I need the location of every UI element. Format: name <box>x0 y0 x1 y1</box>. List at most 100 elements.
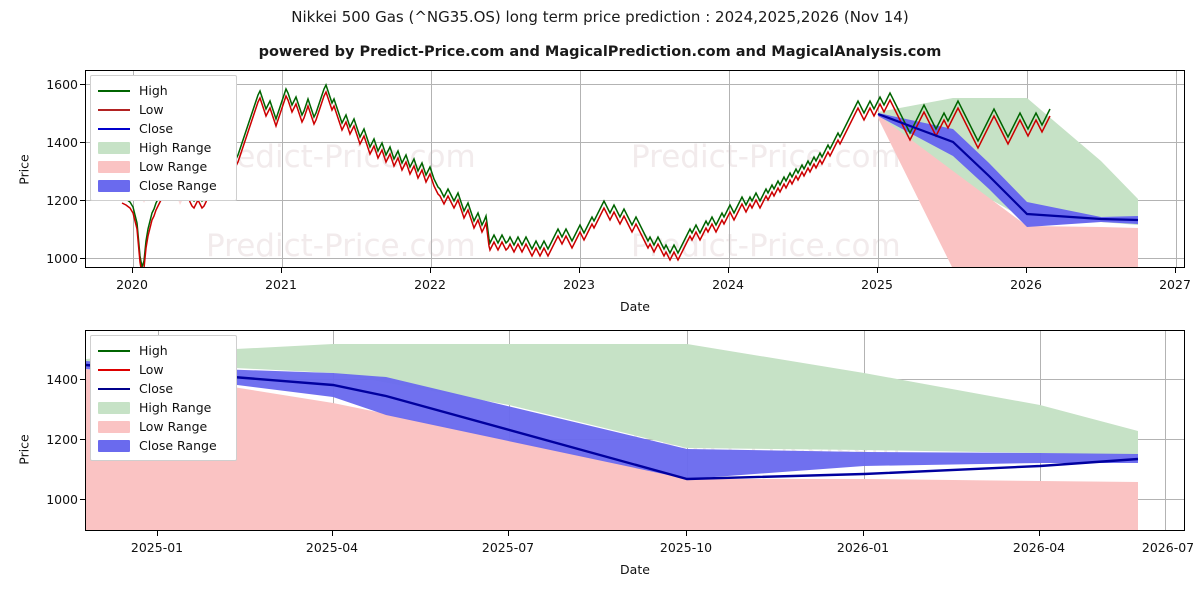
top-x-tickmark <box>877 268 878 273</box>
legend-label: Close <box>139 381 174 396</box>
legend-label: High Range <box>139 400 212 415</box>
high-line-swatch <box>97 344 131 358</box>
top-y-tickmark <box>80 141 85 143</box>
watermark-text: Predict-Price.com <box>631 139 901 175</box>
high-line-swatch <box>97 84 131 98</box>
bottom-x-tick: 2025-01 <box>130 540 184 555</box>
low-line-swatch <box>97 103 131 117</box>
bottom-x-tick: 2025-10 <box>659 540 713 555</box>
bottom-y-tickmark <box>80 498 85 500</box>
legend-item-close[interactable]: Close <box>97 379 228 398</box>
low-series <box>121 90 1051 267</box>
top-y-tickmark <box>80 199 85 201</box>
top-y-axis-label: Price <box>16 154 32 185</box>
top-x-tickmark <box>132 268 133 273</box>
high-range-swatch <box>97 401 131 415</box>
legend-item-high-range[interactable]: High Range <box>97 398 228 417</box>
top-x-tickmark <box>430 268 431 273</box>
top-x-tick: 2025 <box>861 277 893 292</box>
legend-label: Low Range <box>139 159 208 174</box>
legend-item-high-range[interactable]: High Range <box>97 138 228 157</box>
top-y-tickmark <box>80 83 85 85</box>
legend-label: Low <box>139 102 164 117</box>
bottom-x-tickmark <box>686 531 687 536</box>
high-range-band <box>86 344 1138 455</box>
bottom-x-tick: 2025-07 <box>481 540 535 555</box>
top-x-tick: 2027 <box>1159 277 1191 292</box>
low-range-swatch <box>97 160 131 174</box>
legend-item-low[interactable]: Low <box>97 360 228 379</box>
watermark-text: Predict-Price.com <box>206 139 476 175</box>
legend-label: Low Range <box>139 419 208 434</box>
low-range-swatch <box>97 420 131 434</box>
forecast-svg: Predict-Price.com Predict-Price.com <box>86 331 1184 530</box>
legend-item-close[interactable]: Close <box>97 119 228 138</box>
bottom-x-tick: 2026-04 <box>1012 540 1066 555</box>
bottom-y-tick: 1200 <box>46 432 78 447</box>
legend-item-low[interactable]: Low <box>97 100 228 119</box>
legend-label: High <box>139 83 168 98</box>
bottom-x-tick: 2026-07 <box>1141 540 1195 555</box>
top-x-tick: 2023 <box>563 277 595 292</box>
bottom-x-tickmark <box>1039 531 1040 536</box>
top-x-tick: 2020 <box>116 277 148 292</box>
legend-item-high[interactable]: High <box>97 81 228 100</box>
top-x-axis-label: Date <box>620 299 650 314</box>
bottom-x-tickmark <box>508 531 509 536</box>
top-x-tickmark <box>579 268 580 273</box>
legend-item-low-range[interactable]: Low Range <box>97 417 228 436</box>
legend-label: High Range <box>139 140 212 155</box>
close-line-swatch <box>97 122 131 136</box>
legend-label: Close Range <box>139 438 217 453</box>
high-series <box>121 83 1051 267</box>
page-title: Nikkei 500 Gas (^NG35.OS) long term pric… <box>291 8 909 26</box>
high-range-swatch <box>97 141 131 155</box>
top-x-tickmark <box>1175 268 1176 273</box>
bottom-x-tick: 2026-01 <box>836 540 890 555</box>
legend-label: Close Range <box>139 178 217 193</box>
bottom-x-tick: 2025-04 <box>305 540 359 555</box>
top-y-tick: 1200 <box>46 193 78 208</box>
close-range-swatch <box>97 179 131 193</box>
overview-plot-area: Predict-Price.com Predict-Price.com Pred… <box>85 70 1185 268</box>
bottom-y-tickmark <box>80 378 85 380</box>
legend-item-close-range[interactable]: Close Range <box>97 436 228 455</box>
page-subtitle: powered by Predict-Price.com and Magical… <box>258 44 942 60</box>
bottom-y-axis-label: Price <box>16 434 32 465</box>
forecast-legend: High Low Close High Range Low Range Clos… <box>90 335 237 461</box>
overview-panel: Price 1600 1400 1200 1000 Predict-Price.… <box>16 70 1191 314</box>
legend-label: High <box>139 343 168 358</box>
top-x-tick: 2024 <box>712 277 744 292</box>
bottom-y-tickmark <box>80 438 85 440</box>
top-x-tickmark <box>1026 268 1027 273</box>
close-range-band <box>878 113 1138 227</box>
legend-item-close-range[interactable]: Close Range <box>97 176 228 195</box>
top-x-tickmark <box>728 268 729 273</box>
overview-legend: High Low Close High Range Low Range Clos… <box>90 75 237 201</box>
top-x-tick: 2021 <box>265 277 297 292</box>
overview-svg: Predict-Price.com Predict-Price.com Pred… <box>86 71 1184 267</box>
top-x-tick: 2022 <box>414 277 446 292</box>
bottom-x-tickmark <box>157 531 158 536</box>
top-x-tick: 2026 <box>1010 277 1042 292</box>
close-range-swatch <box>97 439 131 453</box>
legend-label: Close <box>139 121 174 136</box>
legend-item-high[interactable]: High <box>97 341 228 360</box>
bottom-y-tick: 1000 <box>46 492 78 507</box>
legend-item-low-range[interactable]: Low Range <box>97 157 228 176</box>
close-line-swatch <box>97 382 131 396</box>
bottom-x-tickmark <box>332 531 333 536</box>
top-y-tickmark <box>80 257 85 259</box>
low-line-swatch <box>97 363 131 377</box>
bottom-x-axis-label: Date <box>620 562 650 577</box>
top-y-tick: 1400 <box>46 135 78 150</box>
top-y-tick: 1000 <box>46 251 78 266</box>
bottom-x-tickmark <box>863 531 864 536</box>
legend-label: Low <box>139 362 164 377</box>
top-x-tickmark <box>281 268 282 273</box>
close-series <box>877 112 1139 222</box>
low-range-band <box>878 115 1138 267</box>
low-range-band <box>86 369 1138 530</box>
bottom-y-tick: 1400 <box>46 372 78 387</box>
